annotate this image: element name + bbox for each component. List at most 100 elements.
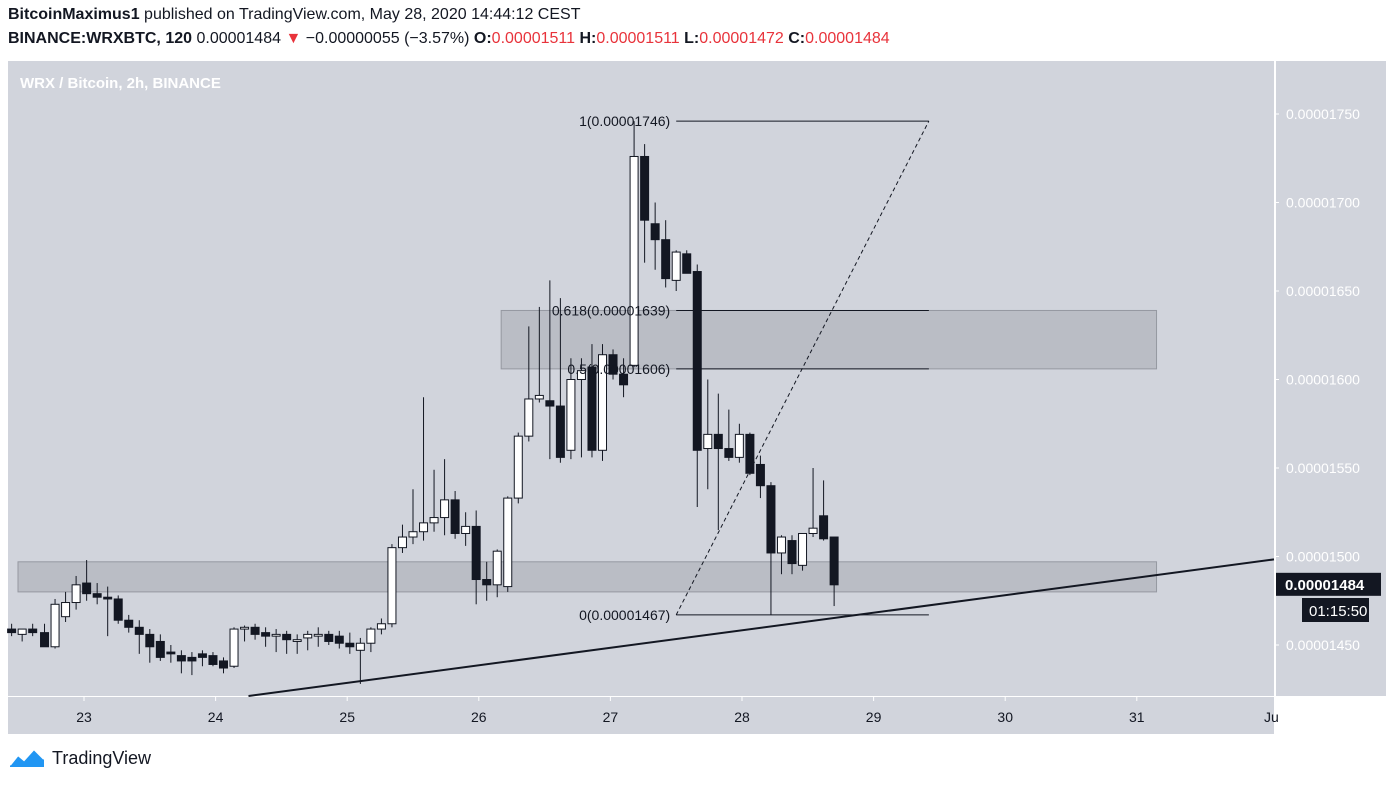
candle-body: [566, 379, 576, 451]
candle-body: [661, 239, 671, 280]
candle-body: [334, 635, 344, 644]
candle-body: [113, 598, 123, 621]
candle-body: [345, 642, 355, 648]
time-tick-label: 30: [997, 709, 1013, 725]
price-ticks: 0.00001750 0.00001700 0.00001650 0.00001600…: [1274, 106, 1360, 653]
candle-body: [145, 633, 155, 648]
candle-body: [408, 531, 418, 538]
candle-body: [808, 527, 818, 534]
candle-body: [482, 579, 492, 586]
candle-body: [134, 626, 144, 635]
time-tick-label: 29: [866, 709, 882, 725]
candle-body: [692, 271, 702, 451]
candle-body: [629, 155, 639, 366]
current-price-tag: 0.00001484 01:15:50: [1276, 572, 1381, 622]
candle-body: [7, 628, 17, 634]
price-tick-label: 0.00001450: [1286, 637, 1360, 653]
candle-body: [829, 536, 839, 586]
candle-body: [671, 251, 681, 281]
candle-body: [598, 354, 608, 451]
candle-body: [355, 642, 365, 651]
candle-body: [766, 485, 776, 554]
candle-body: [440, 499, 450, 519]
time-ticks: 23 24 25 26 27 28 29 30 31 Ju: [76, 696, 1279, 725]
candles-layer: [7, 121, 839, 684]
fib-level-label: 0.5(0.00001606): [567, 361, 670, 377]
candle-body: [197, 653, 207, 658]
candle-body: [50, 603, 60, 648]
current-price-box: [1276, 572, 1381, 596]
candle-body: [366, 628, 376, 644]
candle-body: [92, 593, 102, 598]
low-label: L:: [684, 30, 700, 47]
candle-body: [619, 373, 629, 386]
zone-rect: [17, 561, 1158, 593]
candle-body: [419, 522, 429, 533]
candle-body: [450, 499, 460, 534]
candle-body: [71, 584, 81, 604]
candle-body: [261, 632, 271, 637]
candle-body: [640, 155, 650, 221]
candle-body: [61, 602, 71, 618]
candle-body: [28, 628, 38, 634]
candle-body: [240, 626, 250, 630]
candle-body: [387, 547, 397, 625]
time-axis[interactable]: [8, 697, 1274, 734]
candle-body: [176, 655, 186, 662]
support-trendline: [248, 558, 1275, 697]
close-label: C:: [788, 30, 806, 47]
symbol-line: BINANCE:WRXBTC, 120 0.00001484 ▼ −0.0000…: [8, 30, 890, 48]
candle-body: [745, 433, 755, 474]
open-value: 0.00001511: [491, 30, 576, 47]
candle-body: [40, 632, 50, 648]
time-tick-label: 31: [1129, 709, 1145, 725]
candle-body: [734, 433, 744, 458]
price-tick-label: 0.00001550: [1286, 460, 1360, 476]
author-name[interactable]: BitcoinMaximus1: [8, 6, 140, 23]
fib-level-label: 0(0.00001467): [579, 607, 670, 623]
candle-body: [303, 633, 313, 639]
candle-body: [787, 540, 797, 565]
fib-trend-line: [675, 120, 930, 616]
tradingview-logo-icon: [9, 747, 45, 767]
price-chart[interactable]: WRX / Bitcoin, 2h, BINANCE 1(0.00001746)…: [0, 0, 1394, 745]
candle-body: [534, 394, 544, 400]
candle-body: [218, 660, 228, 669]
price-tick-label: 0.00001750: [1286, 106, 1360, 122]
candle-body: [555, 405, 565, 458]
candle-body: [271, 633, 281, 637]
time-tick-label: 26: [471, 709, 487, 725]
candle-body: [376, 623, 386, 630]
candle-body: [503, 497, 513, 588]
tradingview-footer[interactable]: TradingView: [8, 747, 151, 769]
last-price: 0.00001484: [196, 30, 281, 47]
published-text: published on TradingView.com, May 28, 20…: [144, 6, 581, 23]
candle-body: [324, 633, 334, 642]
candle-body: [208, 655, 218, 665]
candle-body: [313, 633, 323, 637]
candle-body: [461, 525, 471, 534]
candle-body: [187, 656, 197, 662]
candle-body: [492, 550, 502, 586]
candle-body: [513, 435, 523, 499]
time-tick-label: 24: [208, 709, 224, 725]
candle-body: [713, 433, 723, 450]
candle-body: [682, 253, 692, 274]
open-label: O:: [473, 30, 492, 47]
candle-body: [703, 433, 713, 450]
high-label: H:: [579, 30, 597, 47]
candle-body: [82, 582, 92, 595]
price-tick-label: 0.00001700: [1286, 195, 1360, 211]
time-tick-label: Ju: [1264, 709, 1279, 725]
candle-body: [524, 398, 534, 437]
chart-title: WRX / Bitcoin, 2h, BINANCE: [20, 75, 221, 92]
candle-body: [545, 400, 555, 407]
candle-body: [229, 628, 239, 667]
candle-body: [155, 640, 165, 658]
time-tick-label: 27: [603, 709, 619, 725]
candle-body: [429, 517, 439, 524]
drawings-layer: 1(0.00001746) 0.618(0.00001639) 0.5(0.0000…: [248, 113, 1275, 697]
low-value: 0.00001472: [699, 30, 784, 47]
high-value: 0.00001511: [596, 30, 680, 47]
symbol-label: BINANCE:WRXBTC, 120: [8, 30, 193, 47]
